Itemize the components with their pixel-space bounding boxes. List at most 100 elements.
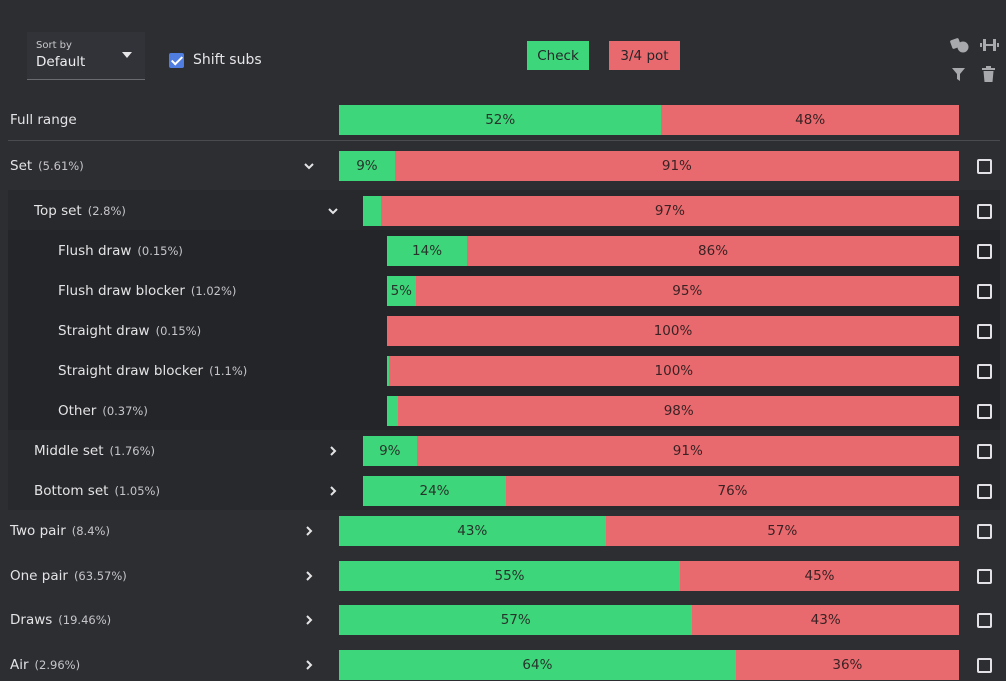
- row-checkbox[interactable]: [977, 444, 992, 459]
- category-label: Flush draw blocker (1.02%): [58, 283, 236, 299]
- bet-segment: 86%: [467, 236, 959, 266]
- shift-subs-checkbox[interactable]: [169, 52, 184, 68]
- category-percentage: (1.1%): [209, 364, 248, 378]
- category-percentage: (1.76%): [109, 444, 156, 458]
- category-percentage: (0.15%): [155, 324, 202, 338]
- chevron-down-icon[interactable]: [327, 205, 339, 217]
- bet-segment: 76%: [506, 476, 959, 506]
- legend-check[interactable]: Check: [527, 41, 589, 70]
- category-name: Air: [10, 657, 29, 673]
- bet-segment: 45%: [680, 561, 959, 591]
- check-segment: 64%: [339, 650, 736, 680]
- action-frequency-bar: 55% 45%: [339, 561, 959, 591]
- row-checkbox[interactable]: [977, 569, 992, 584]
- row-checkbox[interactable]: [977, 204, 992, 219]
- bet-segment: 43%: [692, 605, 959, 635]
- check-segment: 52%: [339, 105, 662, 135]
- category-name: Other: [58, 403, 97, 419]
- category-row[interactable]: Straight draw blocker (1.1%) 100%: [0, 356, 1006, 386]
- action-frequency-bar: 64% 36%: [339, 650, 959, 680]
- row-checkbox[interactable]: [977, 159, 992, 174]
- category-row[interactable]: Flush draw (0.15%) 14% 86%: [0, 236, 1006, 266]
- bet-segment: 98%: [398, 396, 959, 426]
- category-name: Straight draw blocker: [58, 363, 204, 379]
- category-row[interactable]: Two pair (8.4%) 43% 57%: [0, 516, 1006, 546]
- check-segment: 24%: [363, 476, 507, 506]
- row-checkbox[interactable]: [977, 244, 992, 259]
- bet-segment: 91%: [394, 151, 959, 181]
- bet-segment: 100%: [387, 316, 959, 346]
- check-segment: [363, 196, 381, 226]
- sort-by-value: Default: [36, 54, 86, 70]
- category-percentage: (8.4%): [71, 524, 110, 538]
- category-row[interactable]: Straight draw (0.15%) 100%: [0, 316, 1006, 346]
- category-row[interactable]: Top set (2.8%) 97%: [0, 196, 1006, 226]
- category-percentage: (63.57%): [73, 569, 127, 583]
- bet-segment: 48%: [661, 105, 959, 135]
- shift-subs-label: Shift subs: [193, 52, 262, 68]
- chips-icon[interactable]: [950, 37, 970, 53]
- category-row[interactable]: Full range 52% 48%: [0, 105, 1006, 135]
- chevron-right-icon[interactable]: [303, 525, 315, 537]
- chevron-right-icon[interactable]: [327, 445, 339, 457]
- category-row[interactable]: Air (2.96%) 64% 36%: [0, 650, 1006, 680]
- category-row[interactable]: Bottom set (1.05%) 24% 76%: [0, 476, 1006, 506]
- category-row[interactable]: Set (5.61%) 9% 91%: [0, 151, 1006, 181]
- row-checkbox[interactable]: [977, 404, 992, 419]
- trash-icon[interactable]: [982, 66, 995, 82]
- category-label: Draws (19.46%): [10, 612, 111, 628]
- chevron-right-icon[interactable]: [303, 570, 315, 582]
- bet-segment: 91%: [416, 436, 959, 466]
- chevron-right-icon[interactable]: [303, 659, 315, 671]
- chevron-down-icon[interactable]: [303, 160, 315, 172]
- caret-down-icon: [122, 52, 132, 58]
- category-label: Set (5.61%): [10, 158, 84, 174]
- category-name: Two pair: [10, 523, 66, 539]
- row-checkbox[interactable]: [977, 364, 992, 379]
- action-frequency-bar: 14% 86%: [387, 236, 959, 266]
- row-checkbox[interactable]: [977, 284, 992, 299]
- legend-bet[interactable]: 3/4 pot: [609, 41, 680, 70]
- sort-by-label: Sort by: [36, 40, 72, 51]
- sort-by-dropdown[interactable]: Sort by Default: [27, 32, 145, 80]
- category-row[interactable]: One pair (63.57%) 55% 45%: [0, 561, 1006, 591]
- action-frequency-bar: 9% 91%: [363, 436, 959, 466]
- bet-segment: 100%: [388, 356, 959, 386]
- category-percentage: (1.05%): [114, 484, 160, 498]
- category-row[interactable]: Middle set (1.76%) 9% 91%: [0, 436, 1006, 466]
- category-name: Flush draw: [58, 243, 132, 259]
- row-checkbox[interactable]: [977, 658, 992, 673]
- category-label: Flush draw (0.15%): [58, 243, 183, 259]
- row-checkbox[interactable]: [977, 613, 992, 628]
- category-name: One pair: [10, 568, 68, 584]
- category-percentage: (19.46%): [58, 613, 112, 627]
- row-checkbox[interactable]: [977, 484, 992, 499]
- category-row[interactable]: Other (0.37%) 98%: [0, 396, 1006, 426]
- category-percentage: (1.02%): [190, 284, 237, 298]
- check-segment: 55%: [339, 561, 680, 591]
- dumbbell-icon[interactable]: [980, 38, 999, 52]
- category-row[interactable]: Draws (19.46%) 57% 43%: [0, 605, 1006, 635]
- category-label: Straight draw blocker (1.1%): [58, 363, 247, 379]
- action-frequency-bar: 100%: [387, 356, 959, 386]
- check-segment: 57%: [339, 605, 693, 635]
- category-name: Flush draw blocker: [58, 283, 185, 299]
- category-name: Straight draw: [58, 323, 150, 339]
- chevron-right-icon[interactable]: [303, 614, 315, 626]
- action-frequency-bar: 43% 57%: [339, 516, 959, 546]
- row-checkbox[interactable]: [977, 524, 992, 539]
- category-percentage: (5.61%): [38, 159, 84, 173]
- category-row[interactable]: Flush draw blocker (1.02%) 5% 95%: [0, 276, 1006, 306]
- row-checkbox[interactable]: [977, 324, 992, 339]
- category-percentage: (0.37%): [102, 404, 148, 418]
- check-segment: 14%: [387, 236, 468, 266]
- category-label: One pair (63.57%): [10, 568, 127, 584]
- filter-icon[interactable]: [951, 67, 966, 82]
- shift-subs-toggle[interactable]: Shift subs: [169, 52, 262, 68]
- chevron-right-icon[interactable]: [327, 485, 339, 497]
- category-percentage: (2.96%): [34, 658, 81, 672]
- action-frequency-bar: 5% 95%: [387, 276, 959, 306]
- action-frequency-bar: 52% 48%: [339, 105, 959, 135]
- category-label: Straight draw (0.15%): [58, 323, 201, 339]
- action-frequency-bar: 24% 76%: [363, 476, 959, 506]
